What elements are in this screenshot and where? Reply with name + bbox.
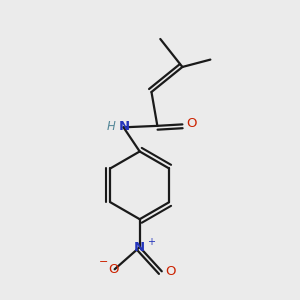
- Text: O: O: [108, 263, 119, 276]
- Text: N: N: [118, 120, 130, 133]
- Text: −: −: [99, 257, 108, 267]
- Text: O: O: [165, 265, 176, 278]
- Text: O: O: [187, 117, 197, 130]
- Text: +: +: [148, 237, 155, 247]
- Text: N: N: [134, 241, 145, 254]
- Text: H: H: [107, 120, 116, 133]
